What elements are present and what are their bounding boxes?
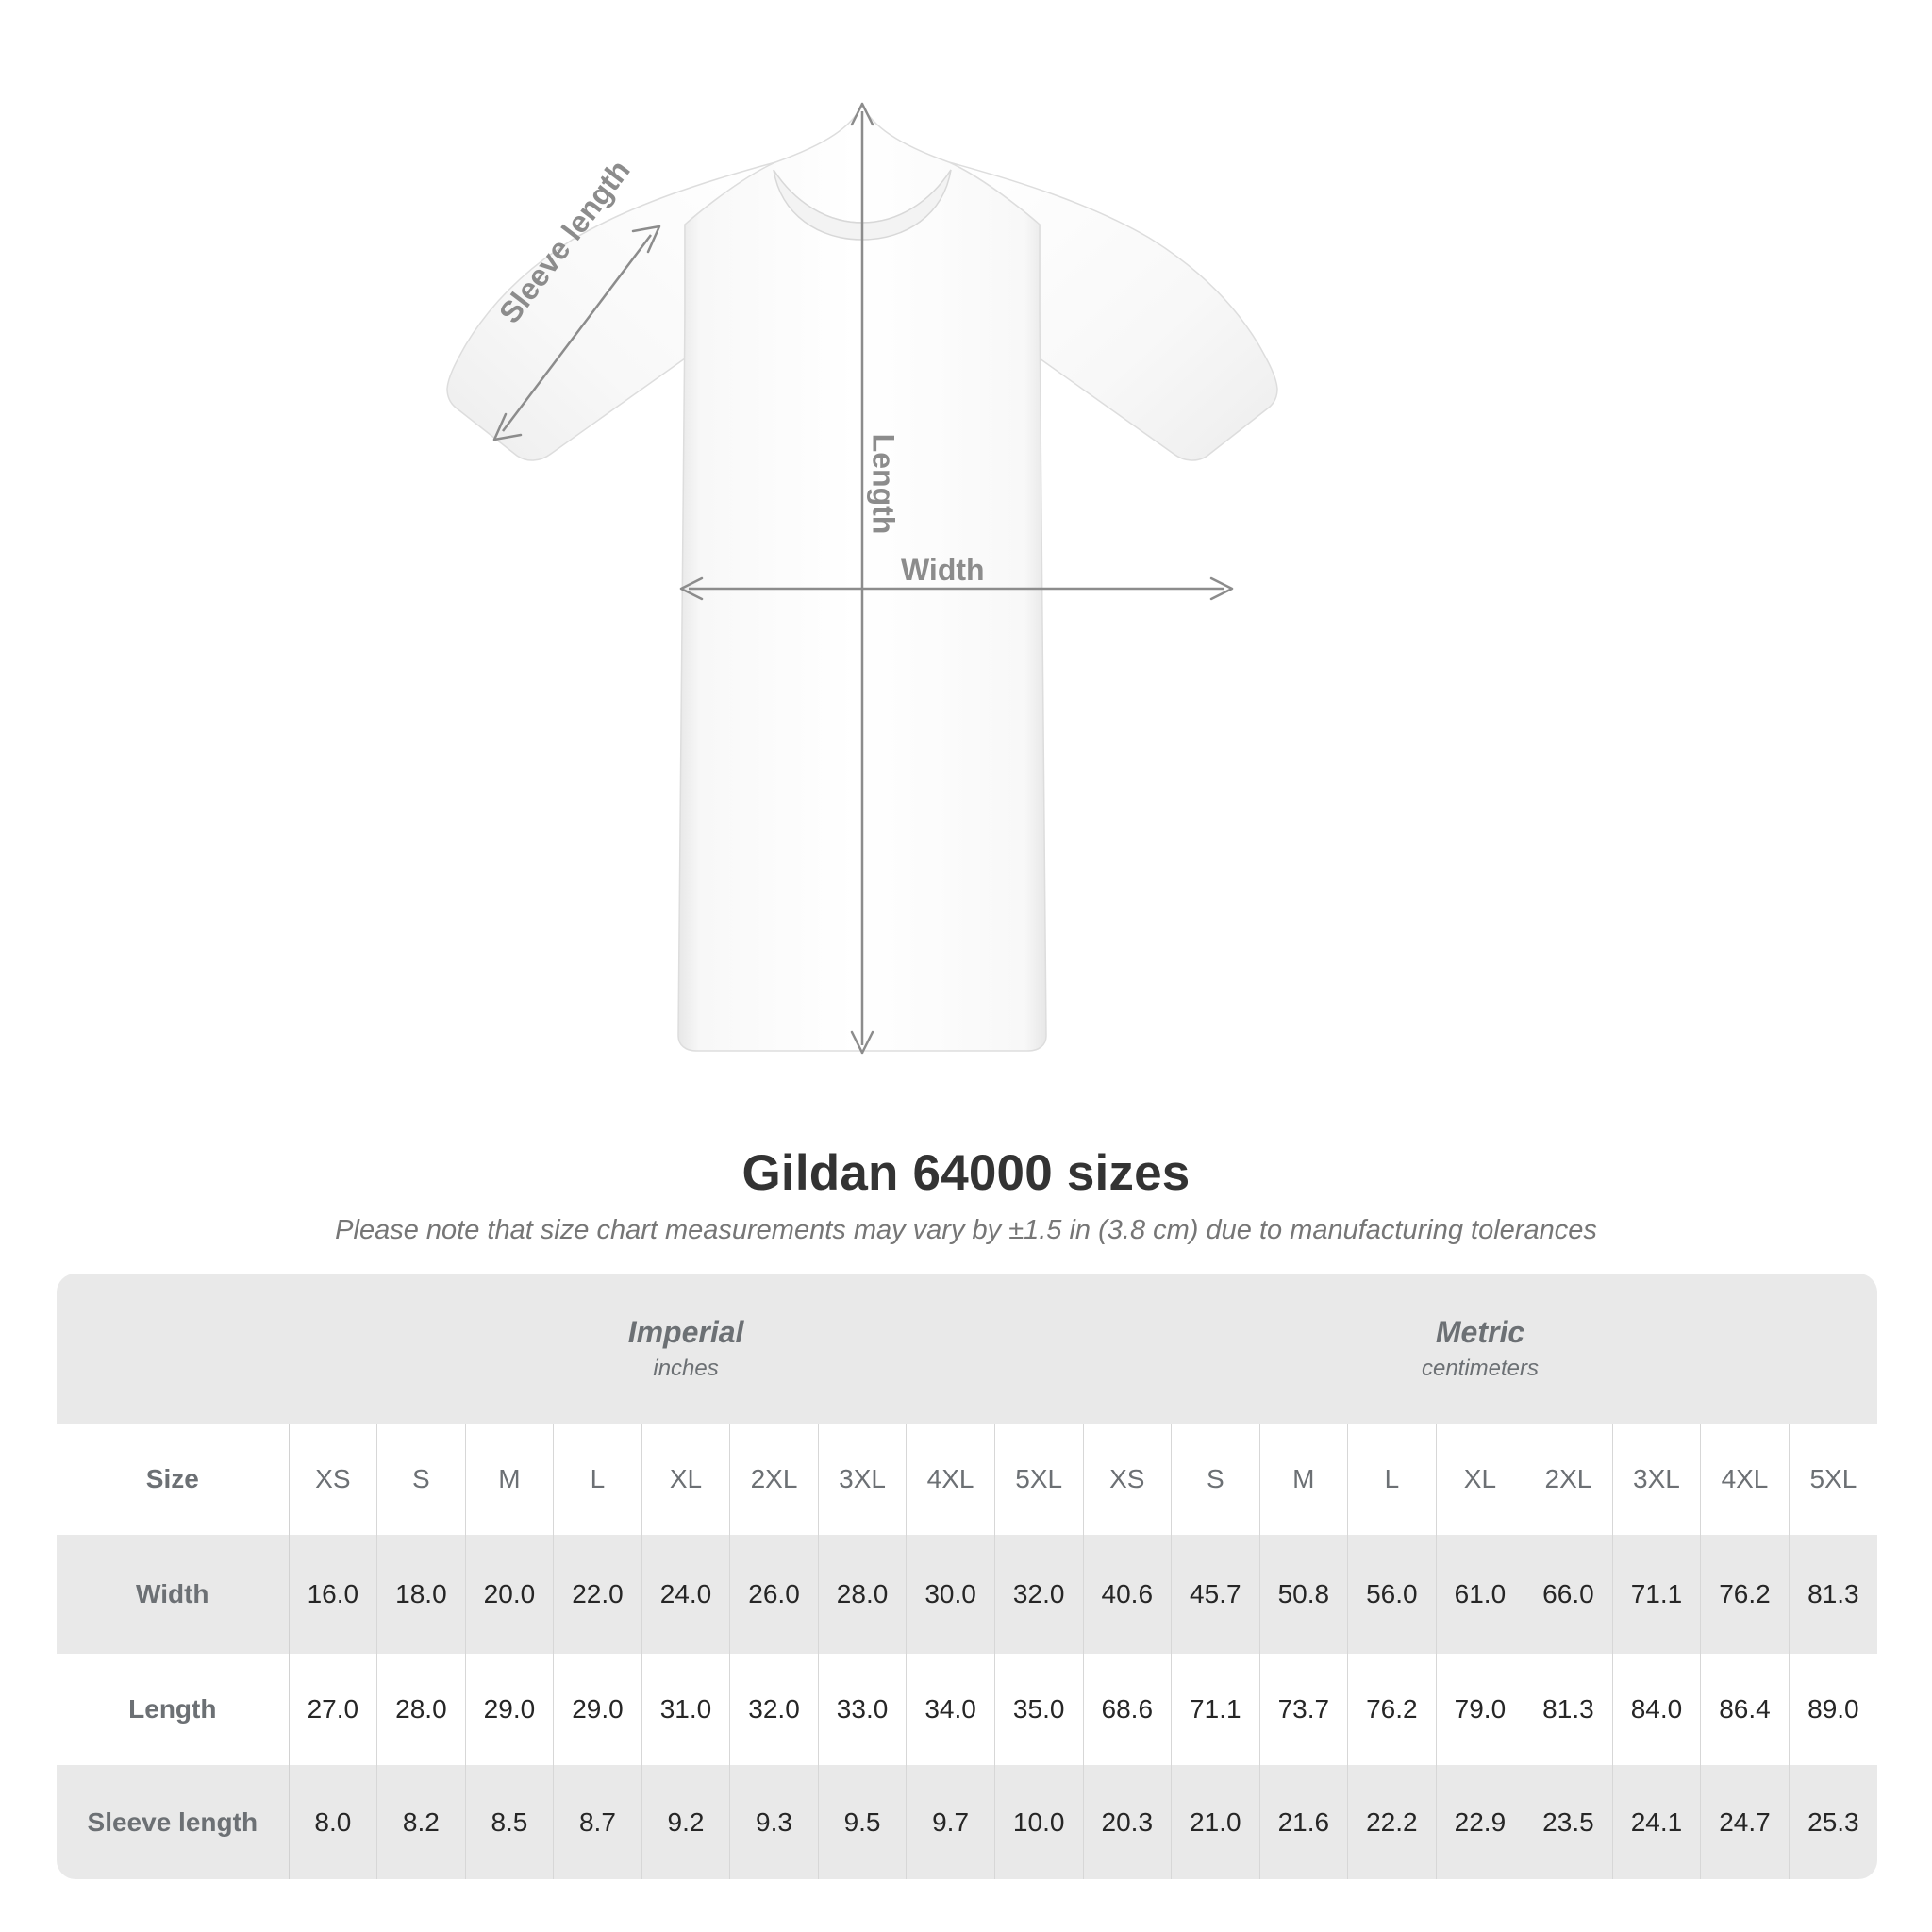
svg-text:Width: Width xyxy=(901,553,985,587)
svg-text:Length: Length xyxy=(867,434,901,535)
